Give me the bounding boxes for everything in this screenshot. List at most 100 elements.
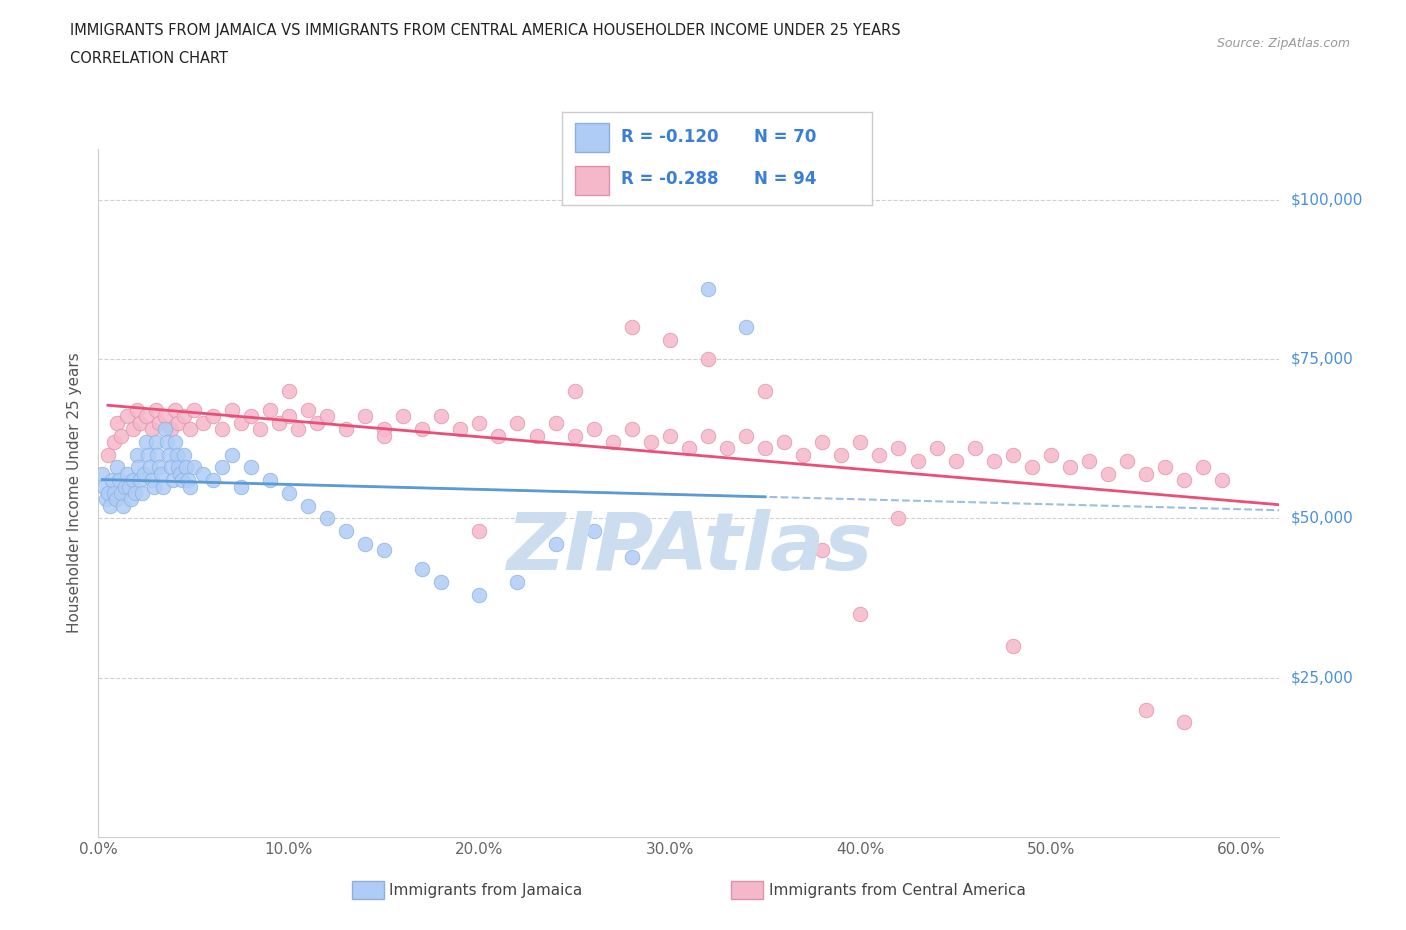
Point (506, 416, 529, 431)
Point (118, 479, 141, 494)
Point (983, 454, 1005, 469)
Point (811, 543, 834, 558)
Point (1135, 466, 1157, 481)
Point (297, 403, 319, 418)
Point (887, 441, 910, 456)
Point (135, 434, 157, 449)
Point (169, 466, 191, 481)
Point (97, 447, 120, 462)
Point (564, 383, 586, 398)
Point (127, 460, 149, 475)
Point (157, 447, 180, 462)
Point (1001, 447, 1024, 462)
Point (156, 434, 179, 449)
Point (735, 320, 758, 335)
Point (307, 416, 329, 431)
Point (141, 472, 163, 487)
Point (430, 409, 453, 424)
Point (1154, 460, 1177, 475)
Point (124, 485, 146, 500)
Point (94, 492, 117, 507)
Point (97, 485, 120, 500)
Point (259, 403, 281, 418)
Point (159, 460, 181, 475)
Point (201, 472, 224, 487)
Point (287, 421, 309, 436)
Point (297, 498, 319, 513)
Point (544, 537, 567, 551)
Point (121, 421, 143, 436)
Point (135, 409, 157, 424)
Point (145, 403, 167, 418)
Point (830, 447, 852, 462)
Point (335, 421, 357, 436)
Point (136, 447, 159, 462)
Point (430, 575, 453, 590)
Point (166, 447, 188, 462)
Point (658, 333, 681, 348)
FancyBboxPatch shape (575, 123, 609, 152)
Point (134, 466, 156, 481)
Point (1211, 472, 1233, 487)
Point (620, 550, 643, 565)
Point (1192, 460, 1215, 475)
Point (335, 524, 357, 538)
Point (449, 421, 471, 436)
Point (146, 447, 169, 462)
Point (269, 416, 291, 431)
Point (120, 492, 142, 507)
Point (506, 575, 529, 590)
Point (174, 460, 197, 475)
Point (131, 485, 153, 500)
Point (148, 416, 170, 431)
Text: Immigrants from Central America: Immigrants from Central America (769, 883, 1026, 897)
Point (183, 403, 205, 418)
Point (1097, 466, 1119, 481)
Point (1021, 460, 1043, 475)
Point (231, 479, 253, 494)
Point (107, 460, 129, 475)
Point (811, 434, 834, 449)
Point (1173, 472, 1195, 487)
Point (678, 441, 700, 456)
Point (221, 447, 243, 462)
Point (468, 416, 491, 431)
Point (411, 562, 433, 577)
Point (104, 492, 127, 507)
Point (316, 511, 339, 525)
Point (98, 498, 121, 513)
Point (887, 511, 910, 525)
Point (1135, 702, 1157, 717)
Point (564, 428, 586, 443)
Point (373, 428, 395, 443)
Point (193, 416, 215, 431)
Text: $75,000: $75,000 (1291, 352, 1354, 366)
Point (907, 454, 929, 469)
Point (640, 434, 662, 449)
Point (141, 421, 163, 436)
Point (179, 479, 201, 494)
Point (373, 421, 395, 436)
Point (392, 409, 415, 424)
Text: R = -0.288: R = -0.288 (621, 170, 718, 188)
Point (159, 421, 181, 436)
Point (239, 409, 262, 424)
Point (488, 428, 510, 443)
Point (582, 421, 605, 436)
Point (162, 472, 184, 487)
Point (173, 447, 195, 462)
Point (526, 428, 548, 443)
Point (544, 416, 567, 431)
Point (163, 434, 186, 449)
Point (148, 460, 170, 475)
Point (373, 543, 395, 558)
Point (735, 428, 758, 443)
Point (1116, 454, 1139, 469)
Point (100, 472, 122, 487)
Text: CORRELATION CHART: CORRELATION CHART (70, 51, 228, 66)
Text: $100,000: $100,000 (1291, 193, 1362, 207)
Point (411, 421, 433, 436)
Point (91, 466, 114, 481)
Point (172, 472, 194, 487)
Text: N = 94: N = 94 (754, 170, 817, 188)
